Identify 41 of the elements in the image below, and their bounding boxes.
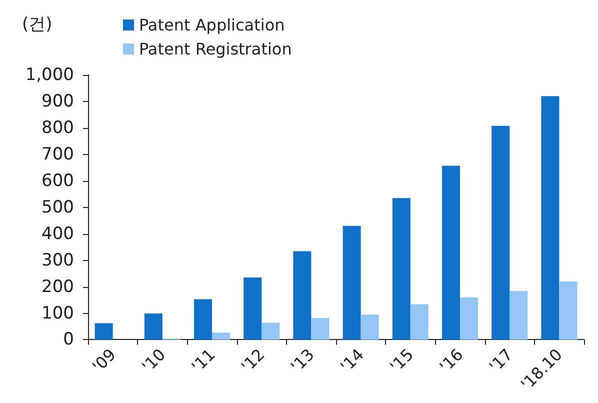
x-tick-label: '10 [138, 345, 170, 376]
bar [342, 226, 361, 340]
bar [212, 332, 230, 340]
x-tick-label: '17 [485, 345, 516, 376]
y-tick-label: 500 [42, 197, 74, 218]
bar [442, 166, 460, 340]
bar [410, 304, 428, 340]
x-tick-label: '16 [436, 345, 467, 376]
x-tick-label: '09 [88, 345, 120, 376]
x-tick-label: '11 [188, 345, 219, 376]
bar [392, 198, 410, 340]
bar [460, 297, 478, 340]
bar [94, 323, 113, 340]
y-axis-title: (건) [22, 14, 52, 34]
y-tick-label: 800 [42, 118, 74, 138]
y-tick-label: 1,000 [25, 65, 74, 85]
y-tick-label: 600 [42, 170, 74, 191]
bar [559, 281, 578, 340]
bar [360, 314, 379, 340]
y-tick-label: 400 [42, 224, 74, 244]
bar [293, 251, 312, 340]
bar [510, 291, 528, 340]
y-tick-label: 0 [63, 330, 74, 350]
x-tick-label: '13 [286, 345, 318, 376]
y-tick-label: 200 [42, 276, 74, 297]
legend-label: Patent Application [139, 16, 285, 34]
bar [244, 278, 262, 340]
legend-label: Patent Registration [139, 40, 292, 58]
bar [194, 299, 212, 340]
bar [262, 322, 280, 340]
x-tick-label: '12 [237, 345, 268, 376]
y-tick-label: 100 [42, 303, 74, 324]
bar [541, 96, 560, 340]
bar [492, 126, 510, 340]
y-tick-label: 900 [42, 91, 74, 112]
y-tick-label: 300 [42, 250, 74, 270]
bar [144, 314, 162, 340]
y-tick-label: 700 [42, 144, 74, 164]
x-tick-label: '15 [386, 345, 418, 376]
x-tick-label: '14 [336, 345, 368, 376]
bar [311, 318, 330, 340]
